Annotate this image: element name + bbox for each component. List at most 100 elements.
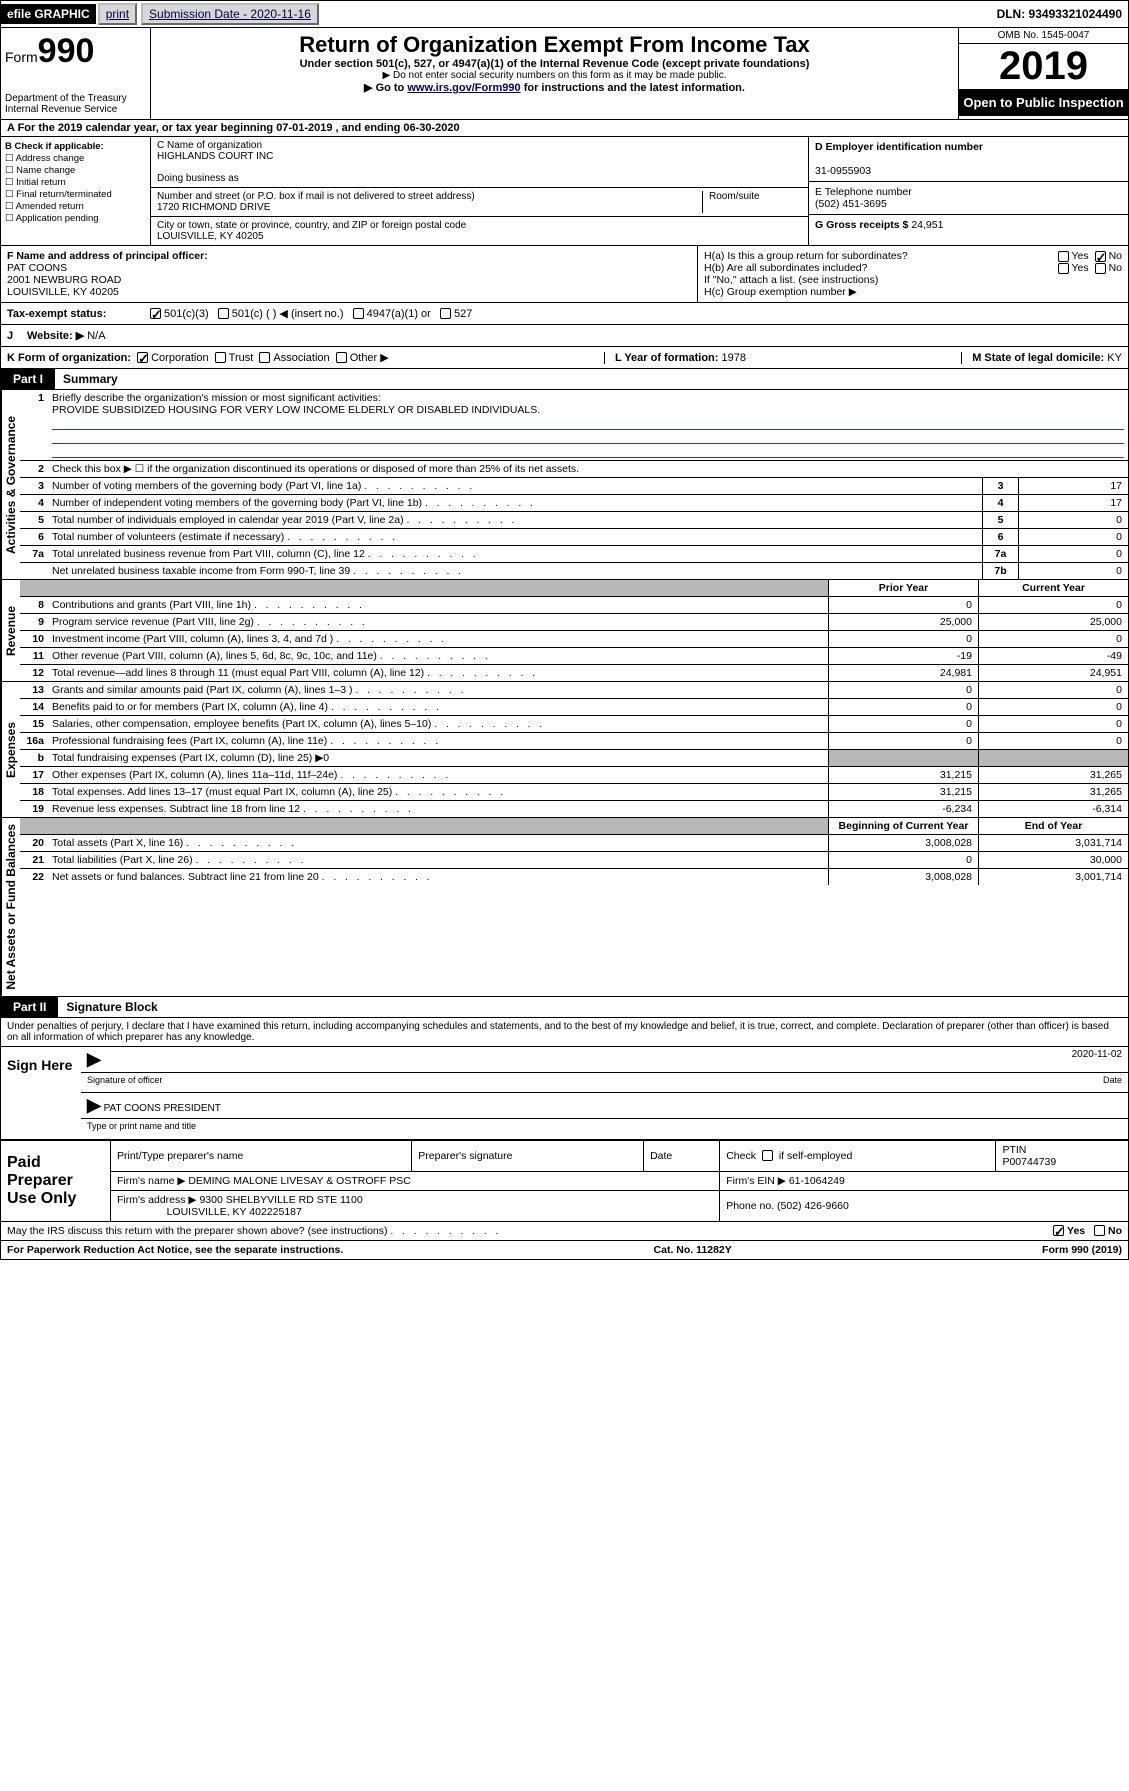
- section-f: F Name and address of principal officer:…: [1, 246, 698, 302]
- hdr-current: End of Year: [978, 818, 1128, 834]
- self-employed-cell: Check if self-employed: [720, 1140, 996, 1171]
- hb-yes-checkbox[interactable]: [1058, 263, 1069, 274]
- line-current: 31,265: [978, 784, 1128, 800]
- summary-line: 21Total liabilities (Part X, line 26)030…: [20, 852, 1128, 869]
- line-num: 4: [20, 495, 48, 511]
- line-num: 9: [20, 614, 48, 630]
- line-current: -49: [978, 648, 1128, 664]
- part-i-title: Summary: [55, 372, 118, 386]
- org-name-label: C Name of organization: [157, 140, 802, 151]
- discuss-row: May the IRS discuss this return with the…: [0, 1222, 1129, 1241]
- chk-initial-return[interactable]: ☐ Initial return: [5, 177, 146, 188]
- lbl-trust: Trust: [229, 352, 254, 364]
- preparer-date-hdr: Date: [644, 1140, 720, 1171]
- chk-name-change[interactable]: ☐ Name change: [5, 165, 146, 176]
- chk-trust[interactable]: [215, 352, 226, 363]
- discuss-yes-checkbox[interactable]: [1053, 1225, 1064, 1236]
- summary-line: 12Total revenue—add lines 8 through 11 (…: [20, 665, 1128, 681]
- hb-no-checkbox[interactable]: [1095, 263, 1106, 274]
- paid-row-3: Firm's address ▶ 9300 SHELBYVILLE RD STE…: [1, 1190, 1129, 1221]
- chk-other[interactable]: [336, 352, 347, 363]
- officer-name: PAT COONS: [7, 262, 67, 274]
- section-b: B Check if applicable: ☐ Address change …: [1, 137, 151, 245]
- chk-association[interactable]: [259, 352, 270, 363]
- tax-status-label: Tax-exempt status:: [7, 308, 147, 320]
- chk-amended[interactable]: ☐ Amended return: [5, 201, 146, 212]
- ha-yes: Yes: [1072, 250, 1089, 262]
- part-ii-header: Part II Signature Block: [0, 997, 1129, 1018]
- ha-no-checkbox[interactable]: [1095, 251, 1106, 262]
- tax-status-row: Tax-exempt status: 501(c)(3) 501(c) ( ) …: [0, 303, 1129, 325]
- line-prior: 0: [828, 852, 978, 868]
- summary-body: 1Briefly describe the organization's mis…: [20, 390, 1128, 579]
- chk-4947[interactable]: [353, 308, 364, 319]
- hdr-prior: Beginning of Current Year: [828, 818, 978, 834]
- phone-label: E Telephone number: [815, 186, 912, 198]
- chk-final-return[interactable]: ☐ Final return/terminated: [5, 189, 146, 200]
- chk-corporation[interactable]: [137, 352, 148, 363]
- k-label: K Form of organization:: [7, 352, 131, 364]
- line-prior: 0: [828, 716, 978, 732]
- section-h: H(a) Is this a group return for subordin…: [698, 246, 1128, 302]
- chk-501c[interactable]: [218, 308, 229, 319]
- chk-527[interactable]: [440, 308, 451, 319]
- main-identity-block: B Check if applicable: ☐ Address change …: [0, 137, 1129, 246]
- m-section: M State of legal domicile: KY: [961, 352, 1122, 364]
- form-title: Return of Organization Exempt From Incom…: [155, 32, 954, 58]
- line-desc: Investment income (Part VIII, column (A)…: [48, 631, 828, 647]
- chk-address-change[interactable]: ☐ Address change: [5, 153, 146, 164]
- lbl-501c3: 501(c)(3): [164, 308, 209, 320]
- summary-section: RevenuePrior YearCurrent Year8Contributi…: [0, 580, 1129, 682]
- period-row: A For the 2019 calendar year, or tax yea…: [0, 120, 1129, 137]
- summary-body: Beginning of Current YearEnd of Year 20To…: [20, 818, 1128, 996]
- line-desc: Revenue less expenses. Subtract line 18 …: [48, 801, 828, 817]
- ptin-label: PTIN: [1002, 1144, 1026, 1156]
- line-num: [20, 563, 48, 579]
- line-box: 7a: [982, 546, 1018, 562]
- line-desc: Total unrelated business revenue from Pa…: [48, 546, 982, 562]
- line-desc: Total expenses. Add lines 13–17 (must eq…: [48, 784, 828, 800]
- line-box: 7b: [982, 563, 1018, 579]
- line-current: 0: [978, 699, 1128, 715]
- chk-application-pending[interactable]: ☐ Application pending: [5, 213, 146, 224]
- sig-line-2: ▶ PAT COONS PRESIDENT: [81, 1093, 1128, 1119]
- irs-link[interactable]: www.irs.gov/Form990: [407, 82, 520, 94]
- line-current-shade: [978, 750, 1128, 766]
- submission-date-button[interactable]: Submission Date - 2020-11-16: [141, 3, 319, 25]
- self-employed-checkbox[interactable]: [762, 1150, 773, 1161]
- dln-label: DLN: 93493321024490: [997, 7, 1128, 21]
- street-address: Number and street (or P.O. box if mail i…: [157, 191, 702, 213]
- line-val: 17: [1018, 495, 1128, 511]
- section-g: G Gross receipts $ 24,951: [809, 215, 1128, 235]
- self-employed-label: if self-employed: [779, 1150, 853, 1162]
- line-current: 30,000: [978, 852, 1128, 868]
- address-block: Number and street (or P.O. box if mail i…: [151, 188, 808, 217]
- summary-line: 14Benefits paid to or for members (Part …: [20, 699, 1128, 716]
- line-prior: 0: [828, 682, 978, 698]
- section-vertical-label: Revenue: [1, 580, 20, 681]
- firm-name-cell: Firm's name ▶ DEMING MALONE LIVESAY & OS…: [111, 1171, 720, 1190]
- line-num: 14: [20, 699, 48, 715]
- preparer-name-hdr: Print/Type preparer's name: [111, 1140, 412, 1171]
- section-vertical-label: Expenses: [1, 682, 20, 817]
- print-button[interactable]: print: [98, 3, 137, 25]
- line-desc: Grants and similar amounts paid (Part IX…: [48, 682, 828, 698]
- header-right: OMB No. 1545-0047 2019 Open to Public In…: [958, 28, 1128, 119]
- line-desc: Net unrelated business taxable income fr…: [48, 563, 982, 579]
- line-current: 0: [978, 631, 1128, 647]
- h-b: H(b) Are all subordinates included? Yes …: [704, 262, 1122, 274]
- firm-addr-cell: Firm's address ▶ 9300 SHELBYVILLE RD STE…: [111, 1190, 720, 1221]
- chk-501c3[interactable]: [150, 308, 161, 319]
- part-ii-tab: Part II: [1, 997, 58, 1017]
- discuss-no-checkbox[interactable]: [1094, 1225, 1105, 1236]
- line-num: 20: [20, 835, 48, 851]
- line-num: 21: [20, 852, 48, 868]
- goto-pre: ▶ Go to: [364, 82, 407, 94]
- department-label: Department of the Treasury Internal Reve…: [5, 93, 146, 115]
- line-desc: Total liabilities (Part X, line 26): [48, 852, 828, 868]
- j-label: J: [7, 330, 27, 342]
- line-prior: 3,008,028: [828, 869, 978, 885]
- ha-no: No: [1109, 250, 1122, 262]
- ha-yes-checkbox[interactable]: [1058, 251, 1069, 262]
- summary-line: 16aProfessional fundraising fees (Part I…: [20, 733, 1128, 750]
